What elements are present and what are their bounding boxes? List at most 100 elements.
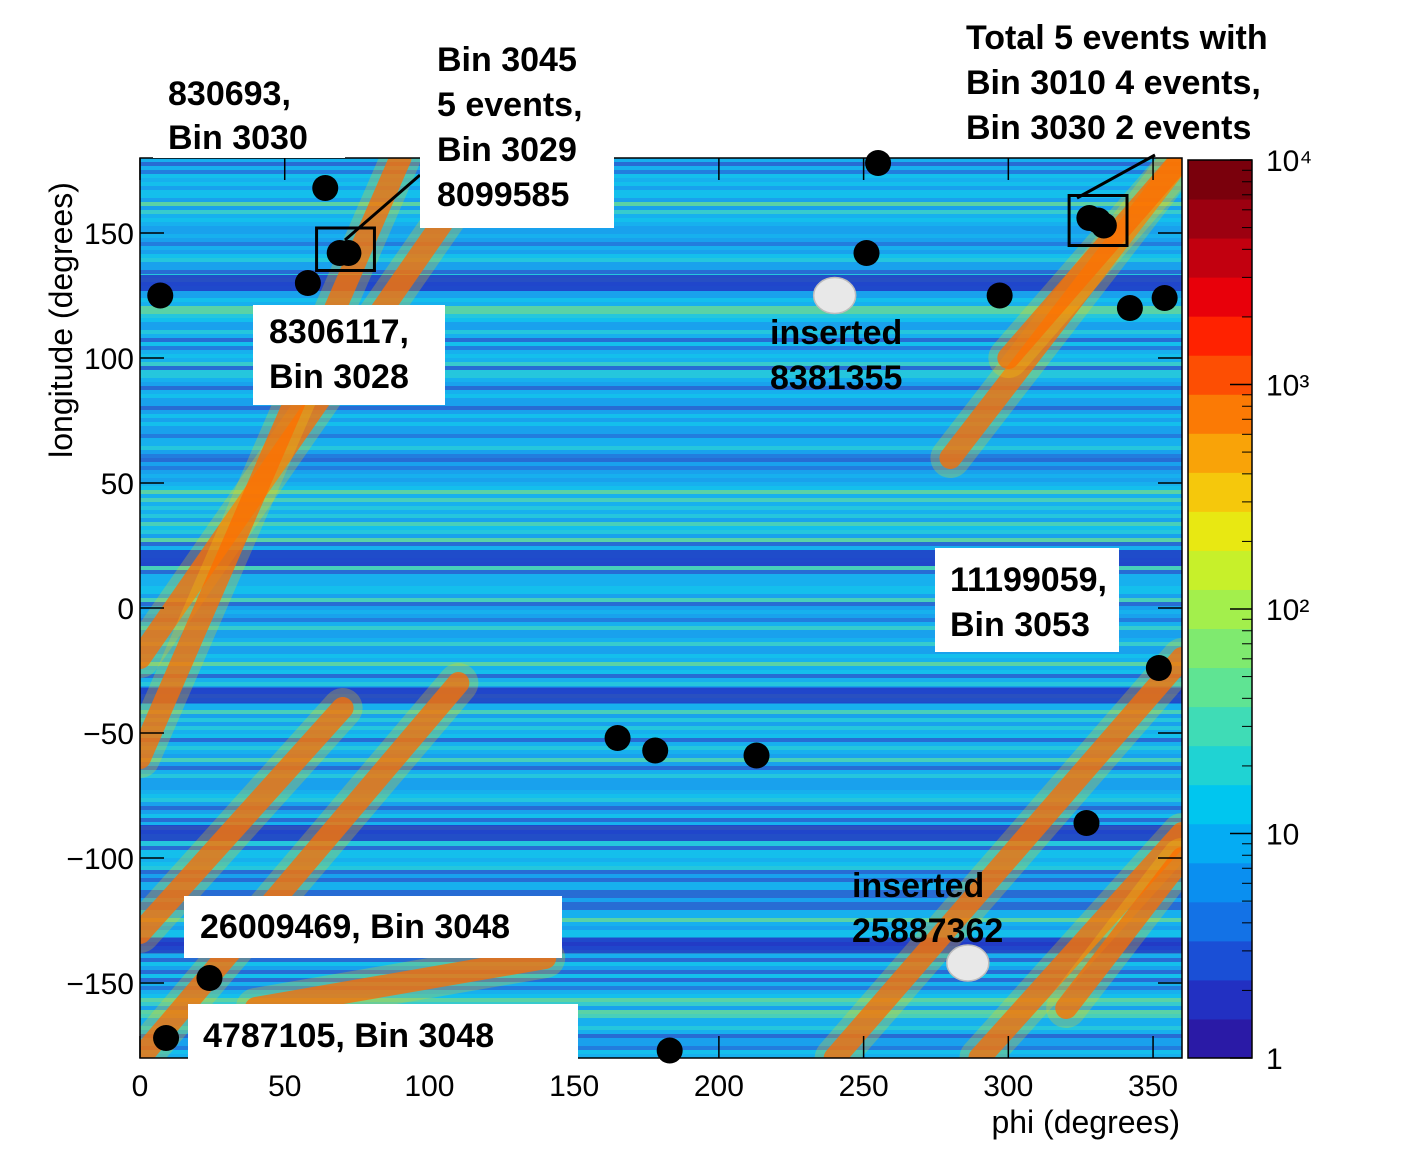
texture-stripe — [140, 234, 1182, 238]
texture-stripe — [140, 446, 1182, 450]
texture-stripe — [140, 222, 1182, 226]
texture-stripe — [140, 630, 1182, 634]
texture-stripe — [140, 770, 1182, 774]
colorbar-segment — [1188, 355, 1252, 395]
texture-stripe — [140, 966, 1182, 970]
annotation-box — [420, 38, 614, 228]
texture-stripe — [140, 722, 1182, 726]
x-tick-label: 50 — [268, 1070, 301, 1103]
sparse-row — [140, 687, 1182, 704]
event-marker — [312, 175, 339, 201]
texture-stripe — [140, 514, 1182, 518]
texture-stripe — [140, 778, 1182, 782]
highlight-box — [315, 226, 376, 272]
colorbar-segment — [1188, 472, 1252, 512]
texture-stripe — [140, 718, 1182, 722]
event-marker — [335, 240, 362, 266]
texture-stripe — [140, 506, 1182, 510]
texture-stripe — [140, 866, 1182, 870]
texture-stripe — [140, 998, 1182, 1002]
texture-stripe — [140, 194, 1182, 198]
texture-stripe — [140, 1014, 1182, 1018]
texture-stripe — [140, 394, 1182, 398]
band-halo — [140, 688, 363, 953]
highlight-box — [1067, 194, 1129, 247]
texture-stripe — [140, 798, 1182, 802]
annotation-text: Bin 3053 — [950, 606, 1090, 644]
texture-stripe — [140, 922, 1182, 926]
colorbar-segment — [1188, 550, 1252, 590]
texture-stripe — [140, 634, 1182, 638]
texture-stripe — [140, 382, 1182, 386]
texture-stripe — [140, 814, 1182, 818]
texture-stripe — [140, 602, 1182, 606]
texture-stripe — [140, 1018, 1182, 1022]
texture-stripe — [140, 578, 1182, 582]
band-halo — [1046, 838, 1182, 1028]
texture-stripe — [140, 702, 1182, 706]
texture-stripe — [140, 610, 1182, 614]
texture-stripe — [140, 162, 1182, 166]
texture-stripe — [140, 678, 1182, 682]
texture-stripe — [140, 594, 1182, 598]
texture-stripe — [140, 402, 1182, 406]
texture-stripe — [140, 486, 1182, 490]
x-tick-label: 200 — [694, 1070, 744, 1103]
annotation-box — [253, 305, 445, 405]
texture-stripe — [140, 1034, 1182, 1038]
texture-stripe — [140, 186, 1182, 190]
annotation-text: Bin 3028 — [269, 358, 409, 396]
texture-stripe — [140, 434, 1182, 438]
texture-stripe — [140, 438, 1182, 442]
annotation-text: 11199059, — [950, 561, 1107, 599]
texture-stripe — [140, 666, 1182, 670]
x-tick-label: 300 — [983, 1070, 1033, 1103]
texture-stripe — [140, 962, 1182, 966]
event-marker — [294, 270, 321, 296]
texture-stripe — [140, 250, 1182, 254]
y-axis-ticks: −150 −100 −50 0 50 100 150 — [66, 218, 1182, 1001]
texture-stripe — [140, 802, 1182, 806]
texture-stripe — [140, 390, 1182, 394]
event-marker — [1090, 212, 1117, 239]
texture-stripe — [140, 458, 1182, 462]
texture-stripe — [140, 202, 1182, 206]
texture-stripe — [140, 974, 1182, 978]
high-density-band — [823, 647, 1182, 1058]
event-marker — [604, 725, 631, 751]
texture-stripe — [140, 622, 1182, 626]
texture-stripe — [140, 330, 1182, 334]
event-marker — [743, 742, 770, 769]
callout-line — [344, 173, 421, 242]
texture-stripe — [140, 970, 1182, 974]
colorbar-tick-label: 1 — [1266, 1043, 1283, 1076]
texture-stripe — [140, 450, 1182, 454]
texture-stripe — [140, 982, 1182, 986]
event-marker — [1151, 285, 1178, 311]
colorbar-segment — [1188, 1018, 1252, 1059]
texture-stripe — [140, 322, 1182, 326]
texture-stripe — [140, 870, 1182, 874]
texture-stripe — [140, 158, 1182, 162]
texture-stripe — [140, 818, 1182, 822]
heatmap-texture — [140, 158, 1182, 1058]
colorbar-segment — [1188, 667, 1252, 708]
texture-stripe — [140, 566, 1182, 570]
x-tick-label: 250 — [839, 1070, 889, 1103]
texture-stripe — [140, 614, 1182, 618]
texture-stripe — [140, 886, 1182, 890]
texture-stripe — [140, 918, 1182, 922]
texture-stripe — [140, 882, 1182, 886]
x-tick-label: 100 — [404, 1070, 454, 1103]
texture-stripe — [140, 262, 1182, 266]
colorbar-segment — [1188, 199, 1252, 239]
colorbar-segment — [1188, 745, 1252, 786]
texture-stripe — [140, 910, 1182, 914]
high-density-band — [997, 158, 1182, 369]
texture-stripe — [140, 930, 1182, 934]
texture-stripe — [140, 862, 1182, 866]
texture-stripe — [140, 218, 1182, 222]
texture-stripe — [140, 326, 1182, 330]
texture-stripe — [140, 730, 1182, 734]
event-marker — [1145, 655, 1172, 681]
